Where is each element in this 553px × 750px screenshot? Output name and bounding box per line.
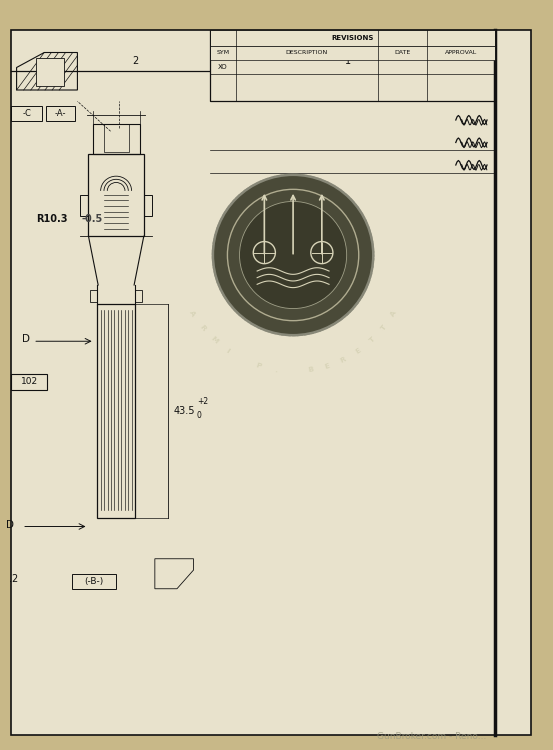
Ellipse shape: [213, 175, 373, 335]
Text: R: R: [198, 323, 206, 332]
Bar: [210, 30, 495, 101]
Bar: [88, 154, 144, 236]
Text: REVISIONS: REVISIONS: [331, 34, 374, 40]
Text: +2: +2: [197, 398, 208, 406]
Text: -0.5: -0.5: [82, 214, 103, 224]
Text: .: .: [274, 367, 278, 373]
Text: D: D: [23, 334, 30, 344]
Text: -A-: -A-: [55, 109, 66, 118]
Bar: [144, 195, 152, 216]
Bar: [104, 124, 128, 152]
Bar: [72, 574, 116, 589]
Text: (-B-): (-B-): [85, 577, 103, 586]
Bar: [92, 124, 139, 154]
Bar: [210, 46, 495, 60]
Text: XO: XO: [218, 64, 228, 70]
Ellipse shape: [239, 202, 347, 308]
Text: APPROVAL: APPROVAL: [445, 50, 477, 55]
Text: SYM: SYM: [216, 50, 229, 55]
Text: T: T: [380, 323, 388, 332]
Text: DATE: DATE: [394, 50, 410, 55]
Text: I: I: [225, 348, 231, 354]
Text: -C: -C: [22, 109, 31, 118]
Text: 0: 0: [197, 411, 202, 420]
Text: A: A: [189, 309, 196, 317]
Bar: [11, 374, 47, 390]
Text: .2: .2: [9, 574, 18, 584]
Text: R10.3: R10.3: [36, 214, 67, 224]
Text: R: R: [340, 356, 347, 364]
Text: P: P: [255, 362, 262, 370]
Bar: [90, 290, 97, 302]
Text: 43.5: 43.5: [174, 406, 195, 416]
Text: 1: 1: [345, 56, 352, 66]
Bar: [135, 290, 142, 302]
Text: B: B: [307, 367, 314, 374]
Text: D: D: [6, 520, 14, 530]
Text: 102: 102: [21, 377, 38, 386]
Text: 2: 2: [132, 56, 139, 66]
Bar: [80, 195, 88, 216]
Bar: [210, 30, 495, 46]
Bar: [97, 304, 135, 518]
Text: M: M: [210, 335, 219, 345]
Text: E: E: [355, 347, 362, 355]
Text: E: E: [324, 362, 331, 370]
Bar: [36, 58, 64, 86]
Text: GunBroker.com - Reno...: GunBroker.com - Reno...: [377, 732, 486, 741]
Text: T: T: [368, 336, 376, 344]
Text: A: A: [390, 309, 398, 317]
Text: DESCRIPTION: DESCRIPTION: [286, 50, 328, 55]
